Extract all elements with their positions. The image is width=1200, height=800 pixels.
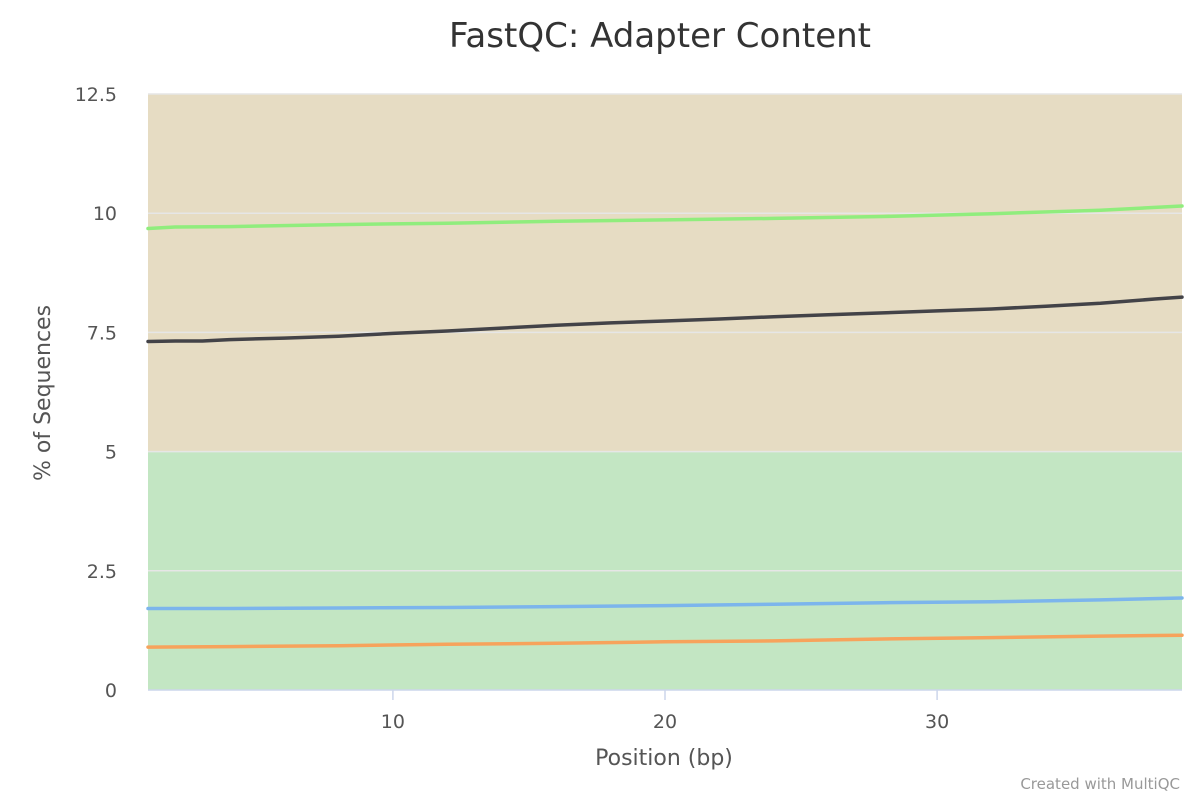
- plot-band-1: [148, 94, 1182, 452]
- series-lines: [146, 204, 1184, 649]
- series-line-3[interactable]: [146, 633, 1184, 649]
- y-tick-label: 10: [93, 203, 117, 225]
- axes: 0 2.5 5 7.5 10 12.5 10 20 30: [75, 84, 1182, 733]
- y-tick-label: 2.5: [87, 561, 117, 583]
- y-tick-label: 0: [105, 680, 117, 702]
- y-tick-label: 7.5: [87, 322, 117, 344]
- y-tick-label: 12.5: [75, 84, 117, 106]
- series-line-0[interactable]: [146, 204, 1184, 231]
- x-tick-label: 10: [381, 711, 405, 733]
- credit-text[interactable]: Created with MultiQC: [1020, 775, 1180, 793]
- x-axis-title: Position (bp): [595, 746, 733, 771]
- y-axis-title: % of Sequences: [31, 305, 56, 481]
- series-line-1[interactable]: [146, 295, 1184, 344]
- chart-title: FastQC: Adapter Content: [449, 16, 871, 56]
- y-tick-label: 5: [105, 442, 117, 464]
- series-line-2[interactable]: [146, 596, 1184, 611]
- x-tick-label: 30: [925, 711, 949, 733]
- x-tick-label: 20: [653, 711, 677, 733]
